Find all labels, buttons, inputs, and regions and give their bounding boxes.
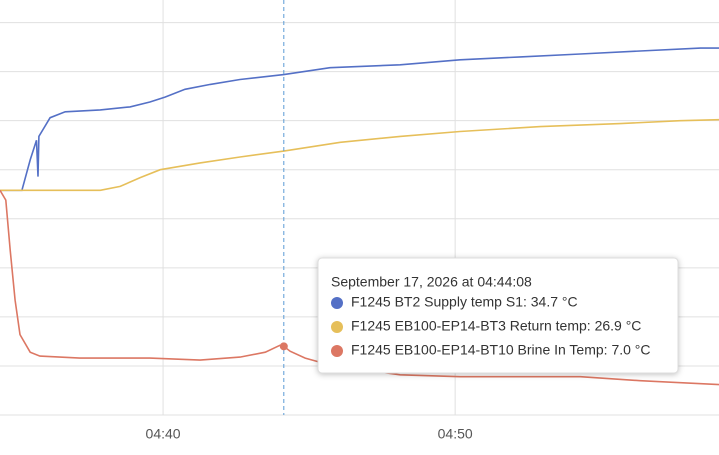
overlay (279, 0, 288, 415)
series-line (0, 189, 719, 386)
x-tick-label: 04:40 (146, 426, 181, 442)
hover-point (279, 342, 288, 351)
tooltip-dot (331, 297, 343, 309)
tooltip-row: F1245 EB100-EP14-BT10 Brine In Temp: 7.0… (351, 342, 651, 358)
tooltip-title: September 17, 2026 at 04:44:08 (331, 274, 532, 290)
lines (0, 47, 719, 386)
x-tick-label: 04:50 (438, 426, 473, 442)
series-line (0, 118, 719, 192)
tooltip-row: F1245 EB100-EP14-BT3 Return temp: 26.9 °… (351, 318, 641, 334)
tooltip-box (317, 257, 679, 374)
series-line (0, 47, 719, 192)
tooltip: September 17, 2026 at 04:44:08 F1245 BT2… (317, 257, 679, 374)
tooltip-row: F1245 BT2 Supply temp S1: 34.7 °C (351, 294, 578, 310)
tooltip-dot (331, 321, 343, 333)
tooltip-dot (331, 345, 343, 357)
